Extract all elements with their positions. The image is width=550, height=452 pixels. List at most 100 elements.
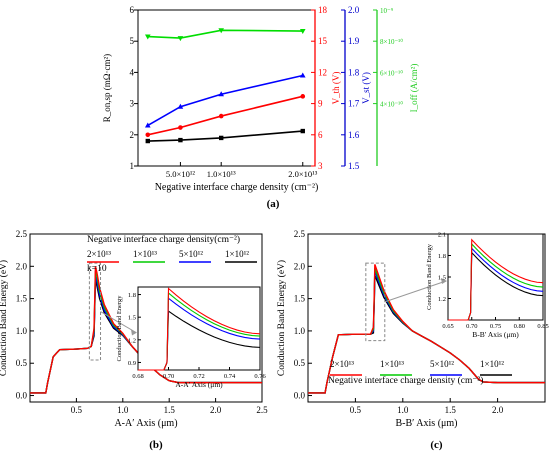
x-tick-label: 2.5 <box>256 405 268 415</box>
legend-label: 2×10¹³ <box>87 249 111 259</box>
legend-label: 2×10¹³ <box>330 359 354 369</box>
y-tick-label: 2.5 <box>16 229 28 239</box>
curve-0 <box>308 264 545 394</box>
data-point-vth <box>300 94 306 99</box>
y-tick-label-ron: 5 <box>130 36 135 46</box>
inset-x-tick-label: 0.85 <box>537 323 548 330</box>
caption: (c) <box>430 439 443 451</box>
y-tick-label-ioff: 4×10⁻¹⁰ <box>380 101 403 109</box>
x-axis-label: A-A′ Axis (μm) <box>114 418 177 429</box>
legend-label: 1×10¹³ <box>380 359 404 369</box>
inset-frame <box>447 233 544 321</box>
y-tick-label: 2.0 <box>16 261 28 271</box>
legend-title: Negative interface charge density (cm⁻²) <box>328 375 483 386</box>
inset-x-tick-label: 0.68 <box>132 373 143 380</box>
y-tick-label-ioff: 6×10⁻¹⁰ <box>380 69 403 77</box>
inset-y-tick-label: 1.2 <box>128 337 136 344</box>
caption-a: (a) <box>267 198 280 210</box>
legend-label: 1×10¹³ <box>133 249 157 259</box>
x-tick-label: 1.5 <box>445 405 457 415</box>
data-point-vst <box>144 122 151 128</box>
inset-x-tick-label: 0.80 <box>514 323 525 330</box>
inset-x-tick-label: 0.70 <box>466 323 477 330</box>
plot-frame <box>307 233 546 403</box>
data-point-vst <box>177 103 184 109</box>
zoom-arrow-head <box>441 278 447 284</box>
y-tick-label: 1.5 <box>294 294 306 304</box>
caption: (b) <box>149 439 163 451</box>
y-tick-label: 1.5 <box>16 294 28 304</box>
y-tick-label-vst: 1.5 <box>348 161 360 171</box>
legend-label: 5×10¹² <box>430 359 454 369</box>
data-point-ron <box>178 137 183 143</box>
inset-x-tick-label: 0.75 <box>490 323 501 330</box>
y-tick-label-vth: 9 <box>318 99 323 109</box>
y-tick-label-ron: 3 <box>130 99 135 109</box>
series-line-ron <box>147 130 303 142</box>
legend-label: 1×10¹² <box>225 249 249 259</box>
data-point-vth <box>145 132 151 138</box>
y-tick-label-vth: 12 <box>318 67 327 77</box>
inset-y-tick-label: 0.9 <box>128 360 136 367</box>
inset-y-tick-label: 2.1 <box>438 232 446 239</box>
panel-b: 0.5 1.0 1.5 2.0 2.5 0.0 0.5 1.0 1.5 2.0 2.5 A-A′ Ax… <box>0 229 268 451</box>
y-tick-label-ioff: 10⁻⁹ <box>380 7 394 15</box>
data-point-vst <box>218 91 224 97</box>
y-tick-label-vth: 15 <box>318 36 328 46</box>
x-tick-label: 2.0 <box>492 405 504 415</box>
inset-curve-0 <box>448 238 544 321</box>
data-point-vst <box>299 72 306 78</box>
y-tick-label-vth: 18 <box>318 5 328 15</box>
inset-y-axis-label: Conduction Band Energy <box>116 295 123 362</box>
x-tick-label: 1.5 <box>164 405 176 415</box>
y-tick-label-vst: 1.8 <box>348 67 360 77</box>
inset-x-tick-label: 0.74 <box>224 373 236 380</box>
y-tick-label: 2.0 <box>294 261 306 271</box>
y-tick-label: 1.0 <box>16 326 28 336</box>
x-tick-label: 2.0×10¹³ <box>288 169 317 179</box>
series-line-vst <box>147 74 303 127</box>
inset-x-axis-label: B-B′ Axis (μm) <box>472 330 519 339</box>
zoom-box <box>88 262 102 361</box>
x-tick-label: 5.0×10¹² <box>166 169 195 179</box>
y-axis-label: Conduction Band Energy (eV) <box>276 260 287 376</box>
x-tick-label: 0.5 <box>350 405 362 415</box>
x-tick-label: 0.5 <box>71 405 83 415</box>
x-tick-label: 1.0×10¹³ <box>207 169 236 179</box>
y-axis-label-vst: V_st (V) <box>361 72 371 104</box>
y-tick-label: 0.5 <box>16 358 28 368</box>
x-tick-label: 1.0 <box>117 405 129 415</box>
inset-frame <box>137 286 261 371</box>
y-tick-label: 1.0 <box>294 326 306 336</box>
data-point-vth <box>218 113 224 119</box>
inset-y-tick-label: 1.8 <box>128 292 136 299</box>
y-axis-label-ron: R_on,sp (mΩ·cm²) <box>102 54 112 122</box>
y-tick-label-vth: 3 <box>318 161 323 171</box>
inset-y-tick-label: 1.5 <box>128 315 136 322</box>
inset-y-tick-label: 1.8 <box>438 253 446 260</box>
y-axis-label: Conduction Band Energy (eV) <box>0 260 9 376</box>
y-tick-label: 0.0 <box>16 391 28 401</box>
y-tick-label-vst: 1.7 <box>348 99 360 109</box>
inset-x-tick-label: 0.65 <box>442 323 453 330</box>
data-point-ioff <box>218 28 224 34</box>
data-point-ron <box>218 135 224 141</box>
plot-frame <box>137 9 316 167</box>
y-tick-label-ron: 6 <box>130 5 135 15</box>
legend-title: Negative interface charge density(cm⁻²) <box>87 234 240 245</box>
data-point-ron <box>145 138 150 144</box>
panel-c: 0.5 1.0 1.5 2.0 0.0 0.5 1.0 1.5 2.0 2.5 B-B′ Axis … <box>276 229 549 451</box>
y-tick-label: 2.5 <box>294 229 306 239</box>
y-tick-label: 0.5 <box>294 358 306 368</box>
inset-x-tick-label: 0.76 <box>254 373 266 380</box>
y-tick-label-vst: 2.0 <box>348 5 360 15</box>
data-point-ioff <box>299 29 306 35</box>
inset-y-tick-label: 1.5 <box>438 275 446 282</box>
panel-a: 5.0×10¹² 1.0×10¹³ 2.0×10¹³ Negative interfa… <box>102 5 419 210</box>
annotation: k=10 <box>87 264 107 274</box>
zoom-arrow-head <box>131 329 137 336</box>
y-tick-label-ioff: 8×10⁻¹⁰ <box>380 38 403 46</box>
x-axis-label: B-B′ Axis (μm) <box>396 418 458 429</box>
series-line-vth <box>147 95 303 136</box>
inset-y-tick-label: 1.2 <box>438 296 446 303</box>
